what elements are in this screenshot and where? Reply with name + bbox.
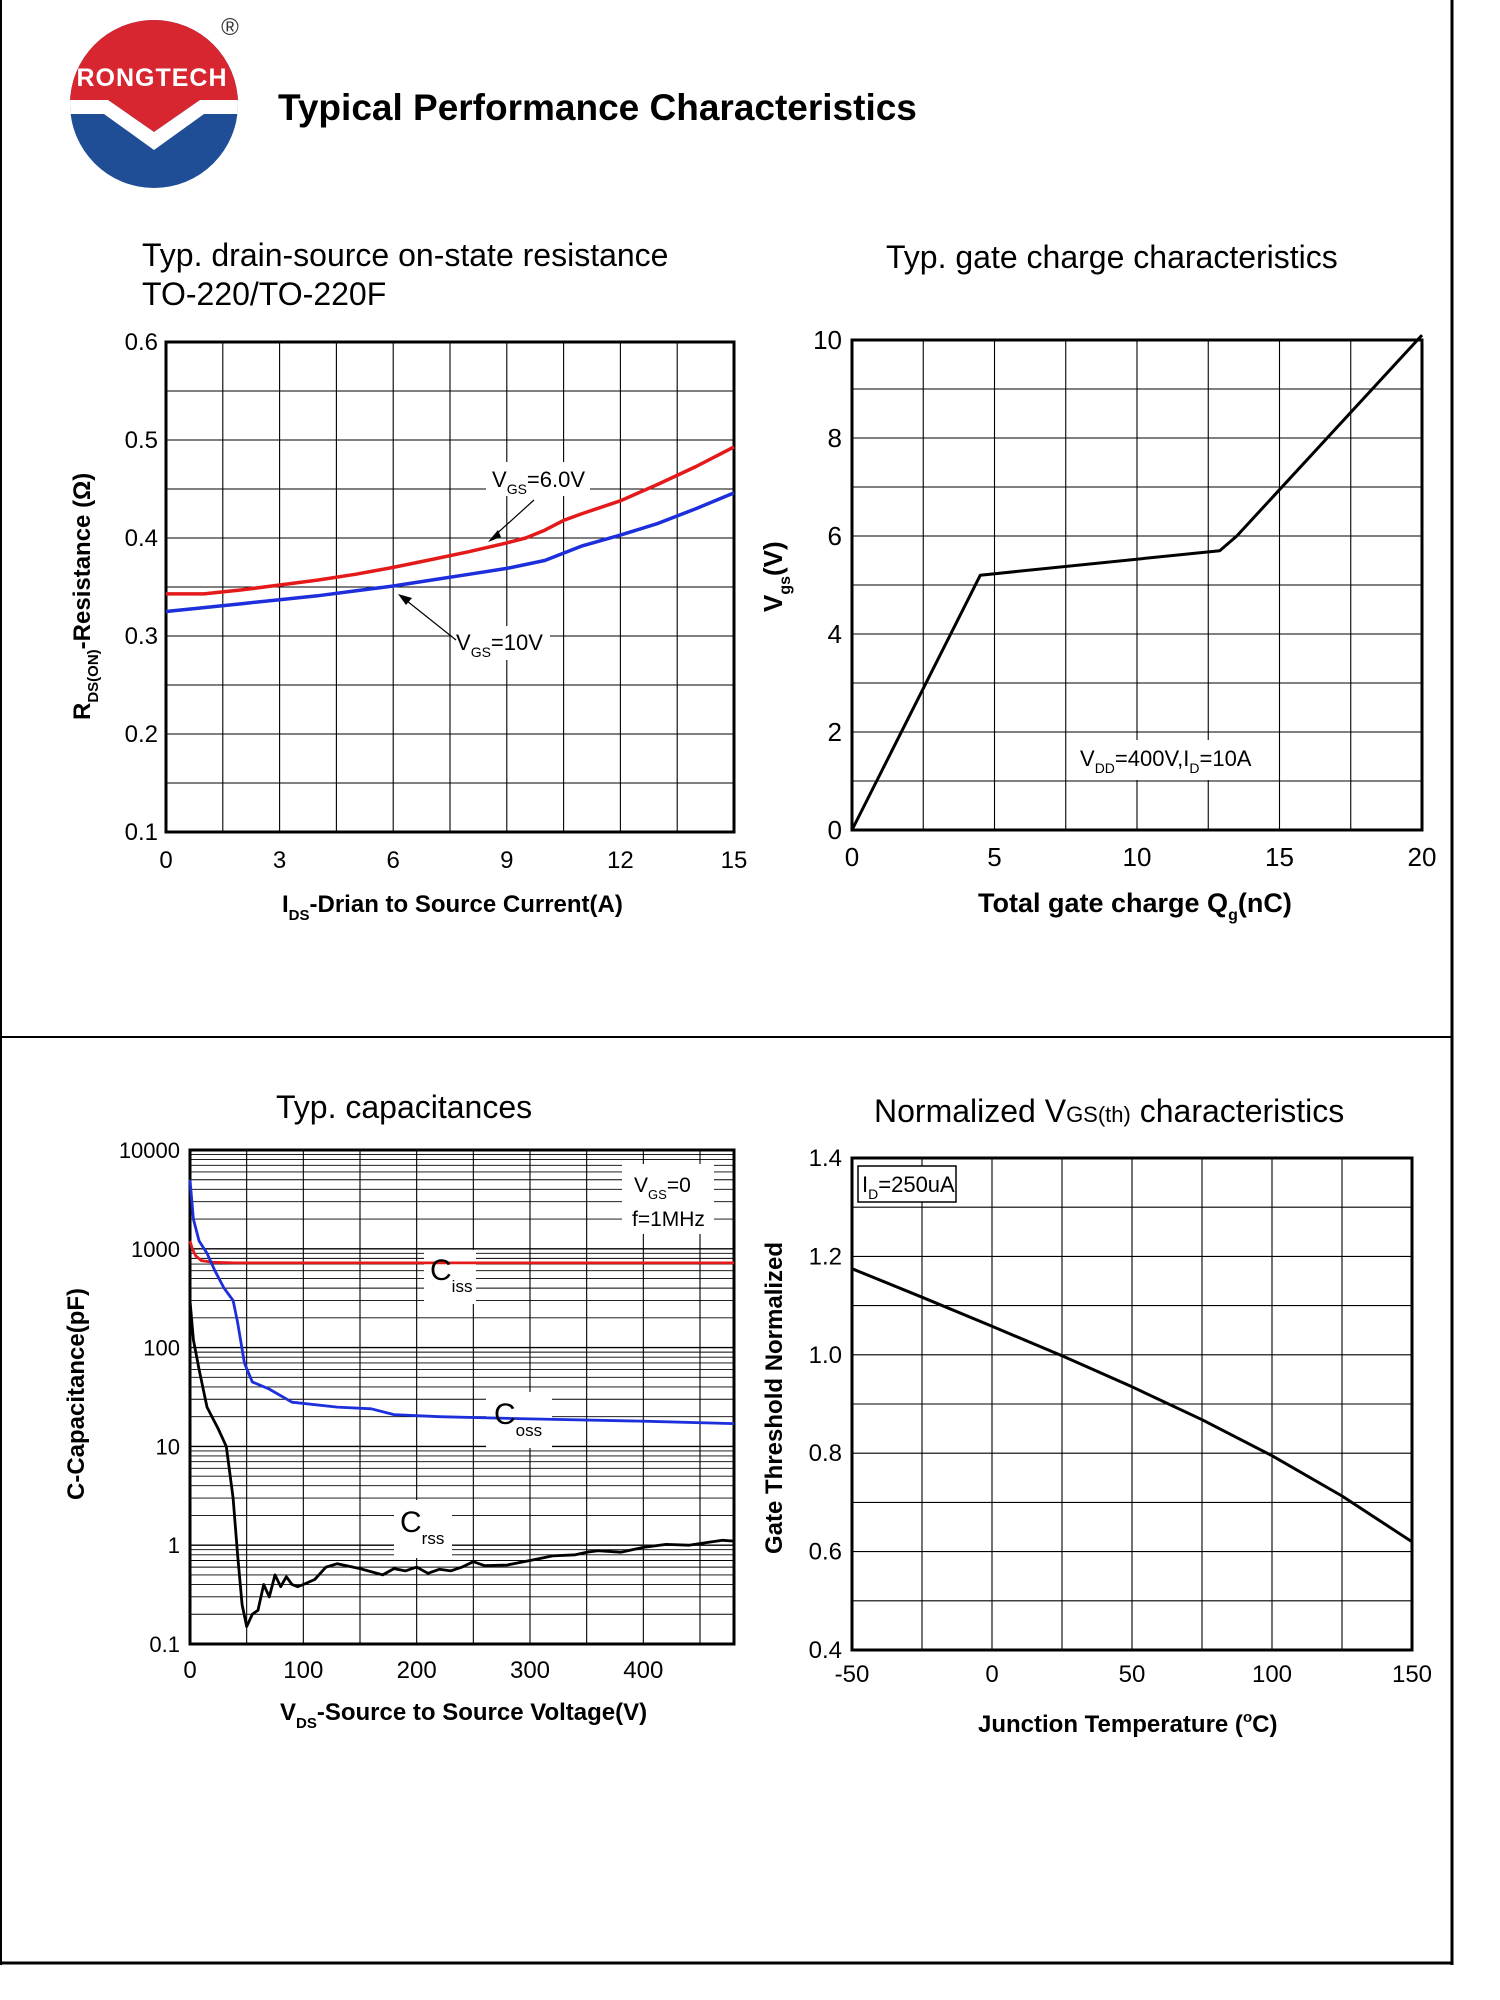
y-tick-label: 10 xyxy=(156,1434,180,1459)
y-tick-label: 1.4 xyxy=(809,1145,842,1172)
label-coss: Coss xyxy=(494,1398,542,1440)
y-tick-label: 100 xyxy=(143,1336,180,1361)
y-tick-label: 0.6 xyxy=(125,329,158,356)
capacitance-chart: 0 100 200 300 400 0.1 1 10 100 1000 10000 Typ. capa… xyxy=(63,1089,736,1732)
y-axis-label: C-Capacitance(pF) xyxy=(63,1288,90,1500)
x-tick-label: 200 xyxy=(397,1657,437,1684)
plot-frame xyxy=(850,338,1424,832)
label-vgs-10v: VGS=10V xyxy=(456,630,543,660)
annotation-box xyxy=(857,1165,957,1203)
arrow-head xyxy=(398,594,412,605)
y-tick-label: 0 xyxy=(828,815,842,845)
x-tick-label: 3 xyxy=(273,847,286,874)
y-tick-label: 0.3 xyxy=(125,623,158,650)
rongtech-logo: RONGTECH ® xyxy=(70,14,239,188)
series-ciss xyxy=(188,1240,734,1265)
x-tick-label: 12 xyxy=(607,847,634,874)
x-tick-label: 15 xyxy=(721,847,748,874)
x-tick-label: 0 xyxy=(159,847,172,874)
series-vgs xyxy=(850,334,1424,831)
legend-frequency: f=1MHz xyxy=(632,1208,705,1231)
y-axis-label: Vgs(V) xyxy=(758,541,794,612)
chart-title: Typ. gate charge characteristics xyxy=(886,239,1338,275)
x-tick-label: -50 xyxy=(835,1661,870,1688)
x-axis-label: VDS-Source to Source Voltage(V) xyxy=(280,1699,647,1732)
chart-subtitle: TO-220/TO-220F xyxy=(142,276,386,312)
series-vgs-6-0v xyxy=(166,445,735,596)
x-tick-label: 5 xyxy=(987,842,1001,872)
plot-frame xyxy=(164,340,736,834)
leader-vgs-6v xyxy=(491,499,535,539)
rds-on-resistance-chart: 0 3 6 9 12 15 0.1 0.2 0.3 0.4 0.5 0.6 Typ. drain-sou… xyxy=(69,237,747,924)
condition-annotation: ID=250uA xyxy=(862,1172,955,1202)
legend-bg xyxy=(622,1164,714,1234)
brand-text: RONGTECH xyxy=(76,64,227,92)
label-bg xyxy=(424,1250,476,1304)
series-crss xyxy=(188,1300,735,1628)
y-tick-label: 0.1 xyxy=(149,1632,180,1657)
y-tick-label: 0.4 xyxy=(125,525,158,552)
x-tick-label: 150 xyxy=(1392,1661,1432,1688)
x-tick-label: 6 xyxy=(387,847,400,874)
y-tick-label: 1000 xyxy=(131,1237,180,1262)
y-tick-label: 10000 xyxy=(119,1138,180,1163)
condition-annotation: VDD=400V,ID=10A xyxy=(1080,746,1252,776)
y-tick-label: 1.2 xyxy=(809,1243,842,1270)
chart-title: Typ. capacitances xyxy=(276,1089,532,1125)
y-axis-label: Gate Threshold Normalized xyxy=(761,1242,788,1554)
y-tick-label: 10 xyxy=(813,325,842,355)
y-tick-label: 0.1 xyxy=(125,819,158,846)
x-tick-label: 0 xyxy=(985,1661,998,1688)
x-tick-label: 9 xyxy=(500,847,513,874)
legend-vgs: VGS=0 xyxy=(634,1174,691,1202)
chart-title: Typ. drain-source on-state resistance xyxy=(142,237,668,273)
series-normalized-vgs-th- xyxy=(851,1267,1413,1544)
label-bg xyxy=(452,626,550,660)
x-tick-label: 50 xyxy=(1119,1661,1146,1688)
x-tick-label: 0 xyxy=(845,842,859,872)
x-axis-label: Total gate charge Qg(nC) xyxy=(978,888,1292,924)
x-axis-label: IDS-Drian to Source Current(A) xyxy=(282,891,623,924)
x-tick-label: 400 xyxy=(623,1657,663,1684)
y-tick-label: 0.2 xyxy=(125,721,158,748)
x-tick-label: 100 xyxy=(283,1657,323,1684)
series-vgs-10v xyxy=(165,491,735,614)
label-crss: Crss xyxy=(400,1506,444,1548)
plot-frame xyxy=(188,1148,736,1646)
y-tick-label: 0.5 xyxy=(125,427,158,454)
page-title: Typical Performance Characteristics xyxy=(278,87,917,128)
label-bg xyxy=(486,462,590,496)
registered-mark: ® xyxy=(221,14,239,41)
y-tick-label: 6 xyxy=(828,521,842,551)
leader-vgs-10v xyxy=(401,596,457,641)
y-tick-label: 0.8 xyxy=(809,1440,842,1467)
label-bg xyxy=(394,1500,452,1558)
x-tick-label: 300 xyxy=(510,1657,550,1684)
x-tick-label: 20 xyxy=(1408,842,1437,872)
label-ciss: Ciss xyxy=(430,1254,472,1296)
y-tick-label: 2 xyxy=(828,717,842,747)
page-frame xyxy=(0,0,1454,1965)
arrow-head xyxy=(488,530,501,542)
chart-title: Normalized VGS(th) characteristics xyxy=(874,1093,1344,1129)
annotation-bg xyxy=(1074,740,1274,780)
x-tick-label: 0 xyxy=(183,1657,196,1684)
plot-frame xyxy=(850,1156,1414,1652)
y-axis-label: RDS(ON)-Resistance (Ω) xyxy=(69,473,102,720)
x-axis-label: Junction Temperature (oC) xyxy=(978,1709,1277,1738)
y-tick-label: 1 xyxy=(168,1533,180,1558)
x-tick-label: 100 xyxy=(1252,1661,1292,1688)
x-tick-label: 15 xyxy=(1265,842,1294,872)
vgs-threshold-chart: -50 0 50 100 150 0.4 0.6 0.8 1.0 1.2 1.4 Normalized… xyxy=(761,1093,1432,1738)
gate-charge-chart: 0 5 10 15 20 0 2 4 6 8 10 Typ. gate charge characte… xyxy=(758,239,1436,924)
y-tick-label: 8 xyxy=(828,423,842,453)
y-tick-label: 1.0 xyxy=(809,1342,842,1369)
y-tick-label: 4 xyxy=(828,619,842,649)
y-tick-label: 0.4 xyxy=(809,1637,842,1664)
series-coss xyxy=(188,1179,735,1425)
y-tick-label: 0.6 xyxy=(809,1539,842,1566)
x-tick-label: 10 xyxy=(1123,842,1152,872)
label-vgs-6v: VGS=6.0V xyxy=(492,467,585,497)
